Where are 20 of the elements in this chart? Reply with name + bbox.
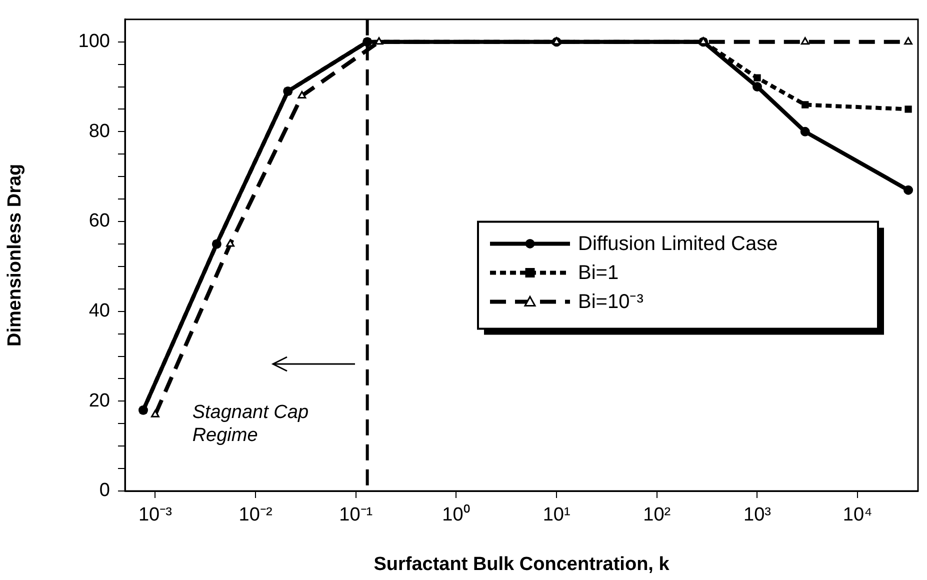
y-tick-label: 60	[88, 210, 110, 232]
x-axis-title: Surfactant Bulk Concentration, k	[374, 554, 670, 575]
y-tick-label: 100	[78, 31, 110, 52]
x-tick-label: 10⁻³	[138, 504, 172, 526]
y-tick-label: 40	[88, 300, 110, 322]
y-tick-label: 0	[99, 480, 110, 502]
x-tick-label: 10³	[744, 504, 771, 526]
annotation: Stagnant Cap Regime	[192, 401, 310, 447]
x-tick-label: 10²	[643, 504, 671, 526]
x-tick-label: 10⁻²	[238, 504, 272, 526]
legend-label: Diffusion Limited Case	[578, 233, 778, 256]
x-tick-label: 10¹	[542, 504, 570, 526]
legend-label: Bi=10⁻³	[578, 291, 644, 314]
legend-label: Bi=1	[578, 262, 619, 284]
x-tick-label: 10⁻¹	[339, 504, 373, 526]
x-tick-label: 10⁴	[842, 504, 872, 526]
y-axis-title: Dimensionless Drag	[4, 164, 26, 347]
x-tick-label: 10⁰	[442, 504, 470, 526]
y-tick-label: 80	[88, 120, 110, 142]
y-tick-label: 20	[88, 390, 110, 412]
